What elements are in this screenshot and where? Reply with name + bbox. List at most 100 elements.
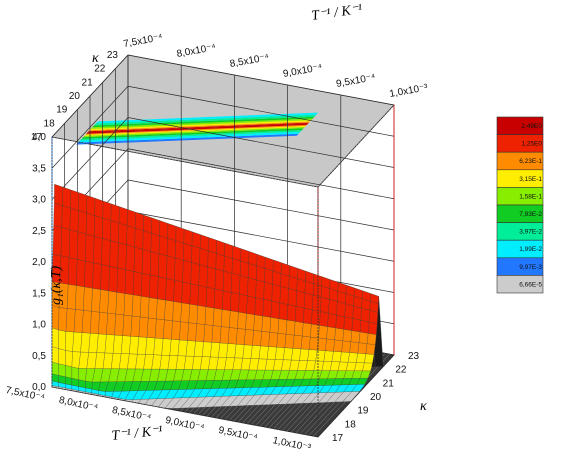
y-tick-label: 17 <box>332 433 344 444</box>
top-x-axis-title: T⁻¹ / K⁻¹ <box>310 2 363 24</box>
ridge-front-face <box>344 303 354 319</box>
grid-line <box>51 117 129 200</box>
ridge-front-face <box>207 250 217 270</box>
ridge-front-face <box>110 203 120 224</box>
ridge-front-face <box>51 327 59 349</box>
ridge-front-face <box>71 366 79 380</box>
ridge-front-face <box>166 238 176 259</box>
ridge-front-face <box>234 343 245 359</box>
ridge-front-face <box>101 238 111 267</box>
top-y-tick-label: 21 <box>82 77 94 88</box>
ridge-front-face <box>60 227 71 258</box>
ridge-front-face <box>129 336 140 355</box>
legend-label: 9,97E-3 <box>519 264 542 271</box>
legend-swatch <box>496 275 544 294</box>
ridge-front-face <box>221 309 231 328</box>
ridge-front-face <box>287 288 297 307</box>
top-contour-band <box>76 133 299 145</box>
legend-label: 7,93E-2 <box>519 211 542 218</box>
ridge-front-face <box>315 349 326 362</box>
ridge-front-face <box>107 290 118 315</box>
ridge-front-face <box>197 285 208 307</box>
z-axis-title: g₁(κ,T) <box>49 265 64 305</box>
ridge-front-face <box>67 284 77 310</box>
ridge-front-face <box>362 362 373 372</box>
z-tick-label: 2,0 <box>32 257 46 268</box>
ridge-front-face <box>294 321 304 337</box>
ridge-front-face <box>295 290 306 309</box>
ridge-front-face <box>100 264 110 291</box>
ridge-front-face <box>280 273 290 289</box>
ridge-front-face <box>102 217 112 241</box>
ridge-front-face <box>146 317 157 339</box>
ridge-front-face <box>102 200 112 221</box>
z-tick-label: 0,5 <box>32 351 46 362</box>
ridge-front-face <box>183 243 193 263</box>
ridge-front-face <box>51 361 59 376</box>
top-y-tick-label: 22 <box>94 64 106 75</box>
top-contour-band <box>95 112 319 124</box>
ridge-front-face <box>276 333 287 348</box>
ridge-front-face <box>148 297 158 320</box>
ridge-front-face <box>158 235 168 256</box>
ridge-front-face <box>199 234 209 251</box>
ridge-front-face <box>263 281 273 302</box>
ridge-front-face <box>317 337 327 351</box>
legend-label: 1,99E-2 <box>519 246 542 253</box>
ridge-front-face <box>311 309 321 326</box>
ridge-front-face <box>118 222 128 246</box>
ridge-front-face <box>141 249 152 276</box>
ridge-front-face <box>222 290 232 311</box>
ridge-front-face <box>86 195 96 216</box>
ridge-front-face <box>51 305 60 331</box>
ridge-front-face <box>90 311 100 334</box>
ridge-front-face <box>85 212 95 237</box>
top-x-tick-label: 1,0x10⁻³ <box>389 82 430 100</box>
z-tick-label: 1,5 <box>32 288 46 299</box>
ridge-front-face <box>193 340 204 357</box>
ridge-front-face <box>167 223 177 241</box>
ridge-front-face <box>302 322 312 338</box>
ridge-front-face <box>137 336 148 355</box>
x-axis-title: T⁻¹ / K⁻¹ <box>111 424 163 444</box>
ridge-front-face <box>261 315 272 333</box>
ridge-front-face <box>91 288 101 313</box>
grid-line <box>127 117 395 168</box>
top-y-tick-label: 20 <box>69 91 81 102</box>
ridge-front-face <box>328 299 338 316</box>
ridge-front-face <box>334 327 344 341</box>
ridge-front-face <box>224 242 234 259</box>
ridge-front-face <box>73 309 84 333</box>
ridge-front-face <box>141 273 151 298</box>
legend-label: 6,66E-5 <box>519 281 542 288</box>
grid-line <box>51 86 129 169</box>
ridge-front-face <box>191 231 201 249</box>
grid-line <box>127 54 395 106</box>
ridge-front-face <box>68 229 79 260</box>
ridge-front-face <box>163 319 173 340</box>
ridge-front-face <box>347 352 358 363</box>
ridge-front-face <box>65 365 73 379</box>
ridge-front-face <box>142 230 152 252</box>
ridge-front-face <box>173 280 183 303</box>
ridge-front-face <box>84 260 94 289</box>
ridge-front-face <box>133 246 143 274</box>
ridge-front-face <box>230 292 240 313</box>
box-edge <box>317 104 395 188</box>
ridge-front-face <box>239 260 249 278</box>
y-tick-label: 18 <box>345 419 357 430</box>
axis-box-front <box>51 104 395 438</box>
ridge-front-face <box>122 314 133 337</box>
ridge-front-face <box>58 363 66 377</box>
legend-label: 6,23E-1 <box>519 158 542 165</box>
top-y-tick-label: 17 <box>31 132 43 143</box>
ridge-front-face <box>109 240 119 269</box>
ridge-front-face <box>236 328 246 345</box>
ridge-front-face <box>94 215 103 239</box>
ridge-front-face <box>62 186 71 209</box>
ridge-front-face <box>223 255 233 274</box>
grid-line <box>51 54 129 138</box>
y-tick-label: 19 <box>357 406 369 417</box>
